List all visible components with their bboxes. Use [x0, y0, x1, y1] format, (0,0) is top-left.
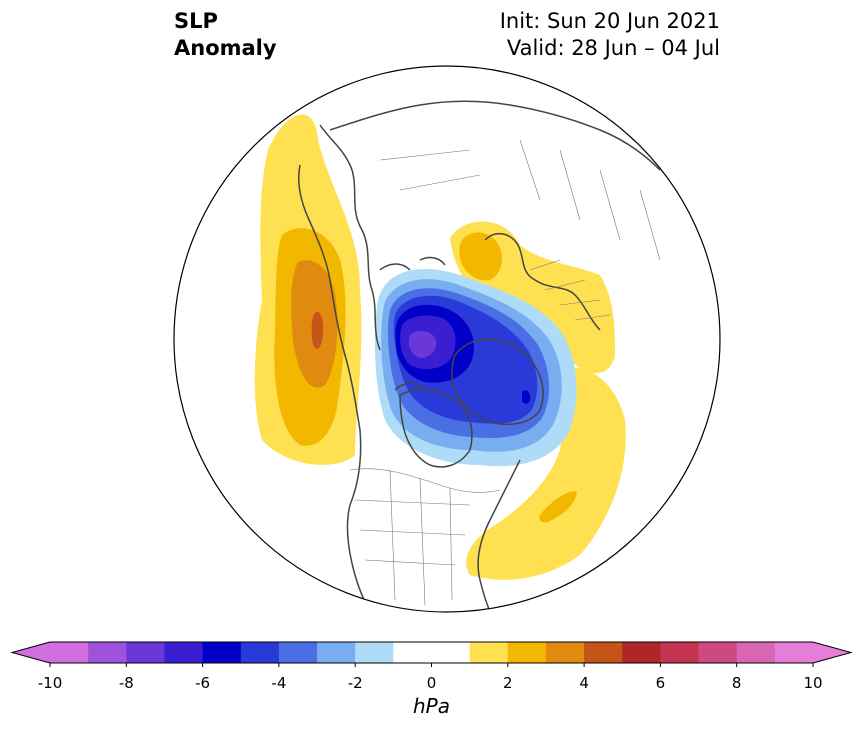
title-line-1: SLP	[174, 9, 218, 33]
globe-outline	[173, 65, 721, 613]
colorbar-under-arrow	[12, 642, 50, 663]
colorbar-cell	[278, 642, 318, 663]
title-line-2: Anomaly	[174, 36, 277, 60]
anomaly-pacific-4-5	[311, 311, 324, 349]
colorbar-cell	[164, 642, 204, 663]
colorbar-cell	[126, 642, 165, 663]
colorbar-cell	[240, 642, 280, 663]
colorbar-cell	[88, 642, 127, 663]
init-date: Init: Sun 20 Jun 2021	[499, 9, 720, 33]
colorbar: -10 -8 -6 -4 -2 0 2 4 6 8 10	[10, 641, 853, 690]
coast-scandinavia	[484, 233, 601, 331]
colorbar-cell	[774, 642, 814, 663]
map-title: SLP Anomaly	[174, 8, 277, 62]
colorbar-cell	[355, 642, 394, 663]
anomaly-atlantic-1-2	[466, 367, 626, 580]
coast-greenland	[451, 338, 544, 426]
colorbar-tick-label: -4	[271, 674, 286, 690]
colorbar-cell	[393, 642, 471, 663]
polar-map	[173, 65, 721, 613]
colorbar-tick-label: 6	[656, 674, 666, 690]
colorbar-tick-label: 10	[803, 674, 822, 690]
colorbar-cell	[736, 642, 776, 663]
colorbar-cell	[50, 642, 89, 663]
coast-hudson-bay	[399, 388, 473, 468]
border-eurasia-1	[379, 139, 661, 261]
colorbar-over-arrow	[813, 642, 851, 663]
border-us-states-1	[354, 469, 471, 606]
colorbar-tick-label: -6	[195, 674, 210, 690]
colorbar-unit: hPa	[413, 694, 450, 718]
colorbar-tick-label: 2	[503, 674, 513, 690]
colorbar-tick-label: -8	[119, 674, 134, 690]
anomaly-field	[254, 114, 626, 580]
colorbar-cell	[507, 642, 547, 663]
anomaly-eurasia-2-3	[459, 232, 502, 281]
map-subtitle: Init: Sun 20 Jun 2021 Valid: 28 Jun – 04…	[500, 8, 720, 62]
colorbar-tick-label: -10	[38, 674, 63, 690]
anomaly-greenland-neg-5	[522, 390, 531, 404]
colorbar-cell	[469, 642, 509, 663]
coast-north-america-west	[298, 164, 381, 612]
coast-arctic-islands	[379, 256, 446, 391]
colorbar-cells	[10, 641, 853, 664]
colorbar-cell	[660, 642, 700, 663]
border-usa-canada	[349, 468, 501, 493]
colorbar-cell	[545, 642, 585, 663]
colorbar-cell	[622, 642, 661, 663]
colorbar-tick-label: 4	[579, 674, 589, 690]
colorbar-cell	[584, 642, 623, 663]
coast-east-america	[477, 459, 521, 612]
coastlines	[298, 100, 661, 612]
political-borders	[349, 139, 661, 606]
colorbar-cell	[317, 642, 356, 663]
colorbar-cell	[698, 642, 738, 663]
valid-range: Valid: 28 Jun – 04 Jul	[506, 36, 720, 60]
colorbar-ticks: -10 -8 -6 -4 -2 0 2 4 6 8 10	[38, 663, 823, 690]
border-europe	[529, 259, 611, 321]
colorbar-tick-label: 0	[427, 674, 437, 690]
anomaly-arctic-neg-7	[408, 330, 437, 358]
colorbar-cell	[202, 642, 242, 663]
anomaly-atlantic-2-3	[539, 491, 577, 523]
colorbar-tick-label: 8	[732, 674, 742, 690]
colorbar-tick-label: -2	[348, 674, 363, 690]
coast-eurasia-arctic	[329, 100, 661, 171]
coast-alaska	[319, 124, 381, 351]
